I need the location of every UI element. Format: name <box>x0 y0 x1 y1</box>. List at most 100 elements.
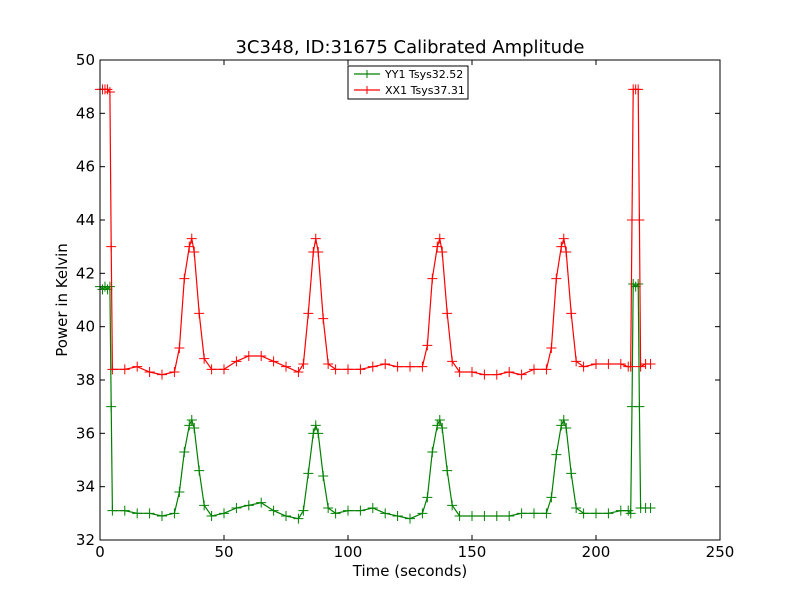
data-point <box>491 511 502 521</box>
data-point <box>330 364 341 375</box>
data-point <box>467 511 477 521</box>
data-point <box>219 508 229 519</box>
data-point <box>633 84 644 95</box>
x-axis: 0 50 100 150 200 250 <box>95 60 734 561</box>
y-tick-label: 48 <box>76 104 95 122</box>
x-tick-label: 0 <box>95 543 105 561</box>
data-point <box>392 361 403 372</box>
legend-marker <box>363 86 371 94</box>
data-point <box>645 503 656 513</box>
data-point <box>405 513 415 524</box>
data-point <box>591 359 601 369</box>
data-point <box>199 353 210 364</box>
data-point <box>529 364 539 375</box>
data-point <box>566 468 577 479</box>
data-point <box>434 415 445 425</box>
data-point <box>343 364 353 375</box>
data-point <box>380 508 391 519</box>
data-point <box>634 215 645 225</box>
data-point <box>454 367 465 377</box>
data-point <box>516 508 527 519</box>
y-tick-label: 38 <box>76 371 95 389</box>
data-point <box>491 369 502 380</box>
data-point <box>231 356 242 367</box>
data-point <box>380 359 391 369</box>
data-point <box>591 508 601 519</box>
data-point <box>194 308 205 319</box>
data-point <box>298 359 309 369</box>
data-point <box>189 247 200 257</box>
data-point <box>303 308 314 319</box>
data-point <box>437 423 448 433</box>
data-point <box>144 508 155 519</box>
data-point <box>313 247 324 257</box>
data-point <box>310 420 321 431</box>
data-point <box>467 367 477 377</box>
data-point <box>104 87 115 97</box>
y-axis: 32 34 36 38 40 42 44 46 48 50 <box>76 51 720 549</box>
data-point <box>558 415 569 425</box>
x-axis-label: Time (seconds) <box>352 562 468 580</box>
data-point <box>179 273 190 284</box>
data-point <box>551 449 562 460</box>
y-tick-label: 50 <box>76 51 95 69</box>
data-point <box>330 508 341 519</box>
data-point <box>298 505 309 516</box>
data-point <box>422 340 433 351</box>
data-point <box>432 241 443 252</box>
data-point <box>323 359 334 369</box>
data-point <box>571 356 582 367</box>
data-point <box>186 415 197 425</box>
y-tick-label: 42 <box>76 264 95 282</box>
data-point <box>437 247 448 257</box>
data-point <box>367 361 378 372</box>
data-point <box>561 423 572 433</box>
series-line <box>99 282 651 520</box>
data-point <box>422 492 433 503</box>
series-line <box>100 88 651 376</box>
x-tick-label: 200 <box>582 543 611 561</box>
data-point <box>504 511 515 521</box>
data-point <box>132 361 143 372</box>
data-point <box>447 500 458 511</box>
data-point <box>343 505 353 516</box>
data-point <box>104 281 115 292</box>
data-point <box>442 465 453 476</box>
data-point <box>479 369 490 380</box>
x-tick-label: 100 <box>334 543 363 561</box>
data-point <box>256 497 267 508</box>
data-point <box>144 367 155 377</box>
data-point <box>454 511 465 521</box>
data-point <box>625 508 636 519</box>
legend-label: YY1 Tsys32.52 <box>384 68 463 81</box>
data-point <box>169 508 180 519</box>
legend-label: XX1 Tsys37.31 <box>385 84 465 97</box>
data-point <box>194 465 205 476</box>
data-point <box>392 511 403 521</box>
data-point <box>243 351 254 361</box>
data-point <box>281 361 291 372</box>
data-point <box>106 401 117 412</box>
data-point <box>442 308 453 319</box>
data-point <box>318 471 329 481</box>
y-tick-label: 46 <box>76 158 95 176</box>
data-point <box>541 364 552 375</box>
data-point <box>184 420 195 431</box>
legend: YY1 Tsys32.52 XX1 Tsys37.31 <box>347 65 469 100</box>
data-point <box>219 364 229 375</box>
data-point <box>318 313 329 324</box>
data-point <box>417 508 428 519</box>
y-tick-label: 34 <box>76 478 95 496</box>
data-point <box>102 84 113 95</box>
y-tick-label: 32 <box>76 531 95 549</box>
plot-lines <box>95 84 656 524</box>
data-point <box>571 503 582 513</box>
data-point <box>615 359 626 369</box>
data-point <box>479 511 490 521</box>
data-point <box>623 505 634 516</box>
data-point <box>293 513 304 524</box>
series-0 <box>95 279 656 524</box>
data-point <box>231 503 242 513</box>
data-point <box>107 364 118 375</box>
data-point <box>645 359 656 369</box>
